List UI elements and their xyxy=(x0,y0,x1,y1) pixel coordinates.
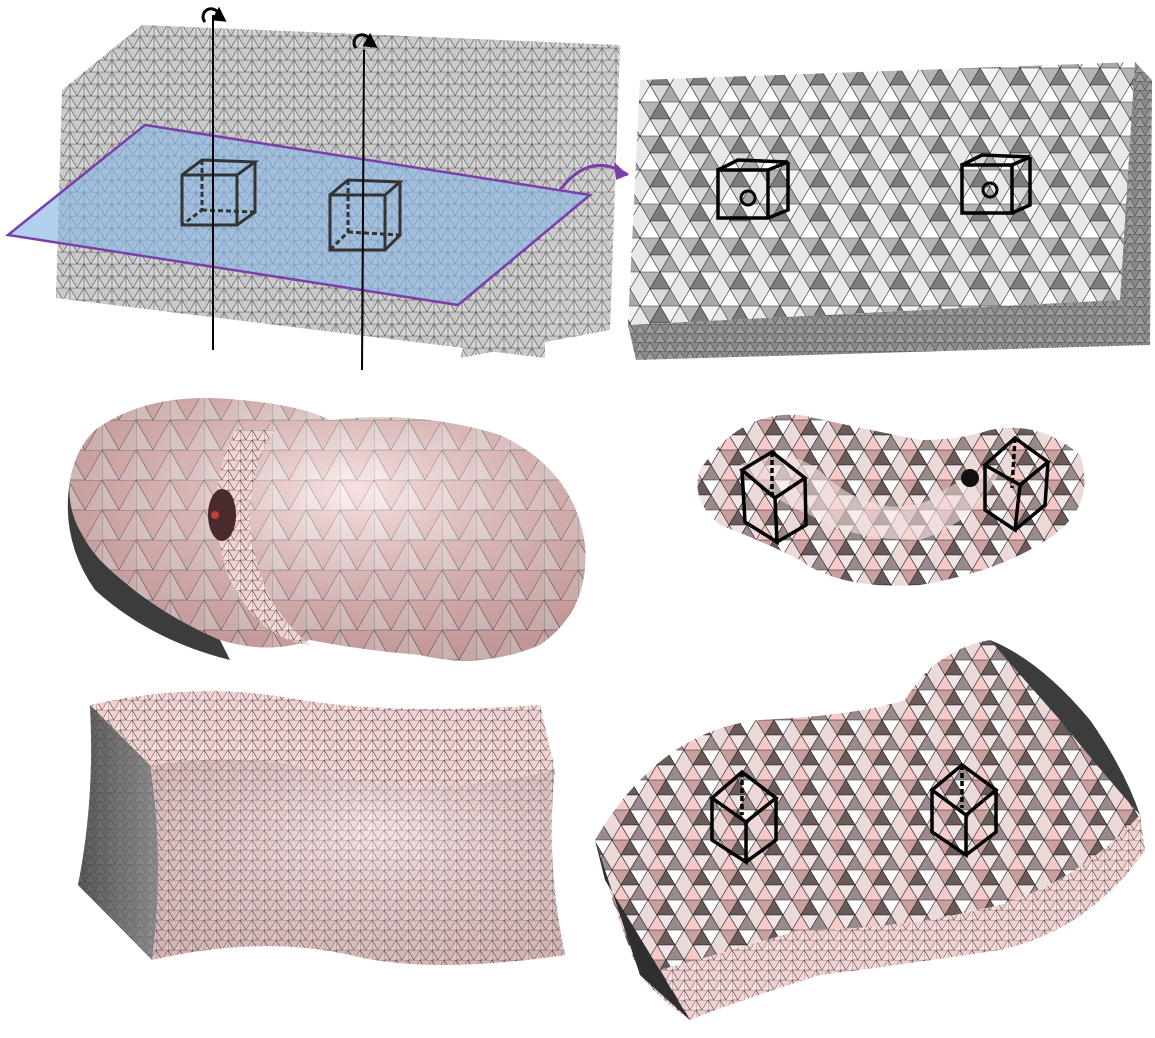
cut-side-face xyxy=(1120,62,1152,345)
wireframe-cube-right xyxy=(960,153,1032,215)
torus-seam xyxy=(216,430,310,645)
deformed-cut-side xyxy=(990,640,1140,815)
wireframe-cube-left xyxy=(739,449,808,546)
cut-face xyxy=(628,62,1135,325)
arrow-head-icon xyxy=(614,162,628,180)
wireframe-cube-left xyxy=(716,158,790,220)
wireframe-cube-right xyxy=(982,435,1051,534)
wireframe-cube-left xyxy=(180,158,260,227)
deformed-top-face xyxy=(90,691,555,787)
panel-twisted-torus xyxy=(67,398,586,661)
wireframe-cube-left xyxy=(709,769,779,866)
wireframe-cube-right xyxy=(929,762,999,859)
rotate-arrow-icon xyxy=(352,32,378,49)
rotation-axis-right xyxy=(361,49,365,371)
deformed-cut-surface xyxy=(595,640,1140,975)
block-top-face xyxy=(62,25,620,90)
cut-bottom-face xyxy=(628,300,1150,360)
slice-plane xyxy=(5,123,593,307)
torus-hole xyxy=(208,489,236,541)
panel-block-cut xyxy=(628,62,1152,360)
rotate-arrow-icon xyxy=(201,6,227,23)
panel-input-block xyxy=(5,6,629,371)
wireframe-cube-right xyxy=(328,178,404,252)
panel-torus-cut xyxy=(697,414,1085,586)
panel-deformed-block-cut xyxy=(595,640,1145,1020)
torus-dark-edge xyxy=(67,480,231,660)
torus-cut-surface xyxy=(697,414,1085,586)
panel-deformed-block xyxy=(78,691,565,965)
deformed-cut-bottom xyxy=(640,815,1145,1020)
